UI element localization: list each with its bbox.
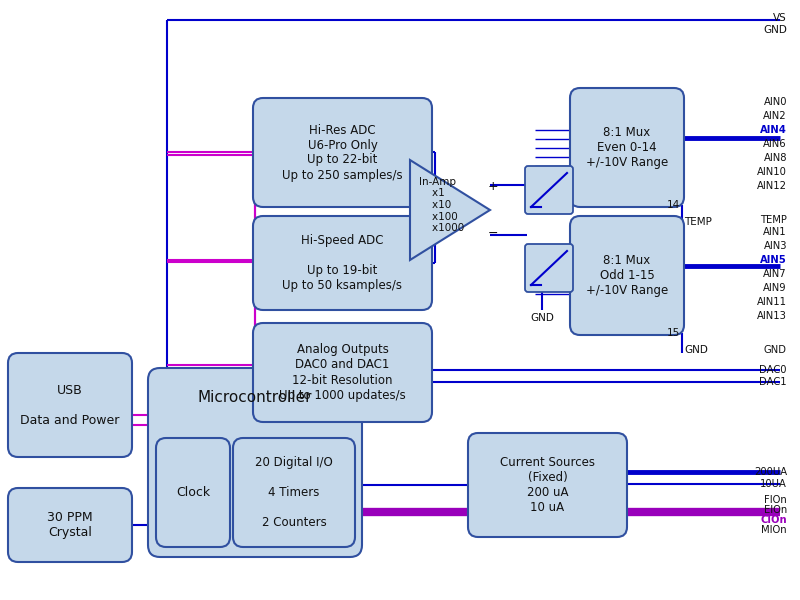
FancyBboxPatch shape [148, 368, 362, 557]
FancyBboxPatch shape [8, 353, 132, 457]
Text: TEMP: TEMP [760, 215, 787, 225]
Text: EIOn: EIOn [764, 505, 787, 515]
Text: GND: GND [764, 345, 787, 355]
FancyBboxPatch shape [253, 216, 432, 310]
Text: Analog Outputs
DAC0 and DAC1
12-bit Resolution
Up to 1000 updates/s: Analog Outputs DAC0 and DAC1 12-bit Reso… [279, 343, 406, 401]
Text: AIN11: AIN11 [757, 297, 787, 307]
Text: In-Amp
    x1
    x10
    x100
    x1000: In-Amp x1 x10 x100 x1000 [419, 177, 465, 233]
Text: DAC1: DAC1 [759, 377, 787, 387]
Text: Hi-Res ADC
U6-Pro Only
Up to 22-bit
Up to 250 samples/s: Hi-Res ADC U6-Pro Only Up to 22-bit Up t… [282, 124, 403, 181]
Text: AIN12: AIN12 [757, 181, 787, 191]
FancyBboxPatch shape [253, 98, 432, 207]
Text: AIN13: AIN13 [757, 311, 787, 321]
Text: Current Sources
(Fixed)
200 uA
10 uA: Current Sources (Fixed) 200 uA 10 uA [500, 456, 595, 514]
Text: GND: GND [530, 313, 554, 323]
Text: USB

Data and Power: USB Data and Power [20, 383, 120, 427]
Text: AIN0: AIN0 [763, 97, 787, 107]
Text: AIN4: AIN4 [760, 125, 787, 135]
Text: AIN9: AIN9 [763, 283, 787, 293]
Text: FIOn: FIOn [764, 495, 787, 505]
Text: AIN7: AIN7 [763, 269, 787, 279]
Text: 30 PPM
Crystal: 30 PPM Crystal [47, 511, 93, 539]
Text: 10UA: 10UA [760, 479, 787, 489]
Text: −: − [488, 226, 498, 239]
Text: AIN2: AIN2 [763, 111, 787, 121]
Text: GND: GND [684, 345, 708, 355]
Text: 8:1 Mux
Odd 1-15
+/-10V Range: 8:1 Mux Odd 1-15 +/-10V Range [586, 254, 668, 297]
Text: AIN5: AIN5 [760, 255, 787, 265]
Text: Microcontroller: Microcontroller [198, 391, 312, 406]
Text: 15: 15 [666, 328, 680, 338]
Text: GND: GND [763, 25, 787, 35]
Text: VS: VS [774, 13, 787, 23]
FancyBboxPatch shape [570, 216, 684, 335]
Text: AIN3: AIN3 [763, 241, 787, 251]
FancyBboxPatch shape [253, 323, 432, 422]
FancyBboxPatch shape [468, 433, 627, 537]
Polygon shape [410, 160, 490, 260]
Text: DAC0: DAC0 [759, 365, 787, 375]
Text: 14: 14 [666, 200, 680, 210]
Text: Clock: Clock [176, 486, 210, 499]
Text: Hi-Speed ADC

Up to 19-bit
Up to 50 ksamples/s: Hi-Speed ADC Up to 19-bit Up to 50 ksamp… [282, 234, 402, 292]
FancyBboxPatch shape [156, 438, 230, 547]
Text: +: + [488, 181, 498, 193]
Text: CIOn: CIOn [760, 515, 787, 525]
FancyBboxPatch shape [525, 166, 573, 214]
FancyBboxPatch shape [233, 438, 355, 547]
Text: AIN8: AIN8 [763, 153, 787, 163]
Text: AIN6: AIN6 [763, 139, 787, 149]
FancyBboxPatch shape [8, 488, 132, 562]
FancyBboxPatch shape [525, 244, 573, 292]
Text: AIN1: AIN1 [763, 227, 787, 237]
Text: MIOn: MIOn [762, 525, 787, 535]
Text: 8:1 Mux
Even 0-14
+/-10V Range: 8:1 Mux Even 0-14 +/-10V Range [586, 126, 668, 169]
FancyBboxPatch shape [570, 88, 684, 207]
Text: AIN10: AIN10 [757, 167, 787, 177]
Text: TEMP: TEMP [684, 217, 712, 227]
Text: 20 Digital I/O

4 Timers

2 Counters: 20 Digital I/O 4 Timers 2 Counters [255, 456, 333, 529]
Text: 200UA: 200UA [754, 467, 787, 477]
